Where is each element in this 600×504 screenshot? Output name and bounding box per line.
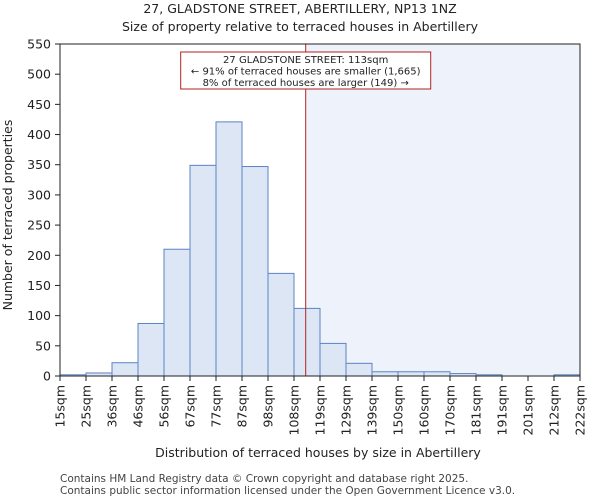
bar-119sqm (319, 342, 347, 377)
annotation-box (180, 51, 432, 90)
y-tick-label: 50 (35, 338, 51, 353)
y-tick-label: 250 (27, 218, 51, 233)
x-tick-label: 108sqm (287, 385, 302, 435)
x-tick-label: 129sqm (339, 385, 354, 435)
footer-line-1: Contains HM Land Registry data © Crown c… (60, 473, 468, 485)
footer-line-2: Contains public sector information licen… (60, 485, 515, 497)
x-tick-label: 87sqm (235, 385, 250, 428)
property-annotation: 27 GLADSTONE STREET: 113sqm ← 91% of ter… (180, 51, 432, 90)
x-tick-label: 160sqm (417, 385, 432, 435)
bar-139sqm (371, 371, 399, 377)
y-tick-label: 550 (27, 37, 51, 52)
bar-36sqm (111, 362, 139, 377)
bar-67sqm (189, 164, 217, 377)
x-tick-label: 36sqm (105, 385, 120, 428)
bar-160sqm (423, 371, 451, 377)
x-tick-label: 170sqm (443, 385, 458, 435)
bar-108sqm (293, 307, 321, 377)
histogram-bars (59, 121, 581, 377)
chart-title-line-1: 27, GLADSTONE STREET, ABERTILLERY, NP13 … (143, 1, 456, 16)
x-tick-label: 150sqm (391, 385, 406, 435)
x-tick-label: 191sqm (495, 385, 510, 435)
bar-56sqm (163, 248, 191, 377)
larger-properties-highlight (305, 44, 580, 376)
x-axis: 15sqm 25sqm 36sqm 46sqm 56sqm 67sqm 77sqm 87sqm… (53, 376, 588, 435)
annotation-line-2: ← 91% of terraced houses are smaller (1,… (191, 67, 421, 78)
chart-title: 27, GLADSTONE STREET, ABERTILLERY, NP13 … (122, 1, 479, 34)
bar-150sqm (397, 371, 425, 377)
bar-129sqm (345, 362, 373, 377)
y-axis: 0 50 100 150 200 250 300 350 400 450 500 550 (27, 37, 60, 384)
bar-98sqm (267, 272, 295, 377)
y-tick-label: 0 (43, 369, 51, 384)
y-tick-label: 200 (27, 248, 51, 263)
y-tick-label: 100 (27, 308, 51, 323)
x-tick-label: 15sqm (53, 385, 68, 428)
x-tick-label: 222sqm (573, 385, 588, 435)
y-tick-label: 400 (27, 127, 51, 142)
annotation-line-1: 27 GLADSTONE STREET: 113sqm (223, 55, 388, 66)
x-tick-label: 119sqm (313, 385, 328, 435)
x-tick-label: 56sqm (157, 385, 172, 428)
y-tick-label: 150 (27, 278, 51, 293)
y-tick-label: 300 (27, 187, 51, 202)
x-tick-label: 77sqm (209, 385, 224, 428)
y-tick-label: 500 (27, 67, 51, 82)
bar-77sqm (215, 121, 243, 377)
bar-46sqm (137, 322, 165, 377)
x-tick-label: 201sqm (521, 385, 536, 435)
x-tick-label: 98sqm (261, 385, 276, 428)
x-tick-label: 67sqm (183, 385, 198, 428)
x-tick-label: 46sqm (131, 385, 146, 428)
x-axis-label: Distribution of terraced houses by size … (155, 445, 481, 460)
x-tick-label: 139sqm (365, 385, 380, 435)
bar-87sqm (241, 166, 269, 377)
annotation-line-3: 8% of terraced houses are larger (149) → (203, 78, 409, 89)
chart-title-line-2: Size of property relative to terraced ho… (122, 19, 479, 34)
x-tick-label: 25sqm (79, 385, 94, 428)
x-tick-label: 212sqm (547, 385, 562, 435)
y-tick-label: 350 (27, 157, 51, 172)
x-tick-label: 181sqm (469, 385, 484, 435)
y-axis-label: Number of terraced properties (0, 120, 15, 311)
y-tick-label: 450 (27, 97, 51, 112)
